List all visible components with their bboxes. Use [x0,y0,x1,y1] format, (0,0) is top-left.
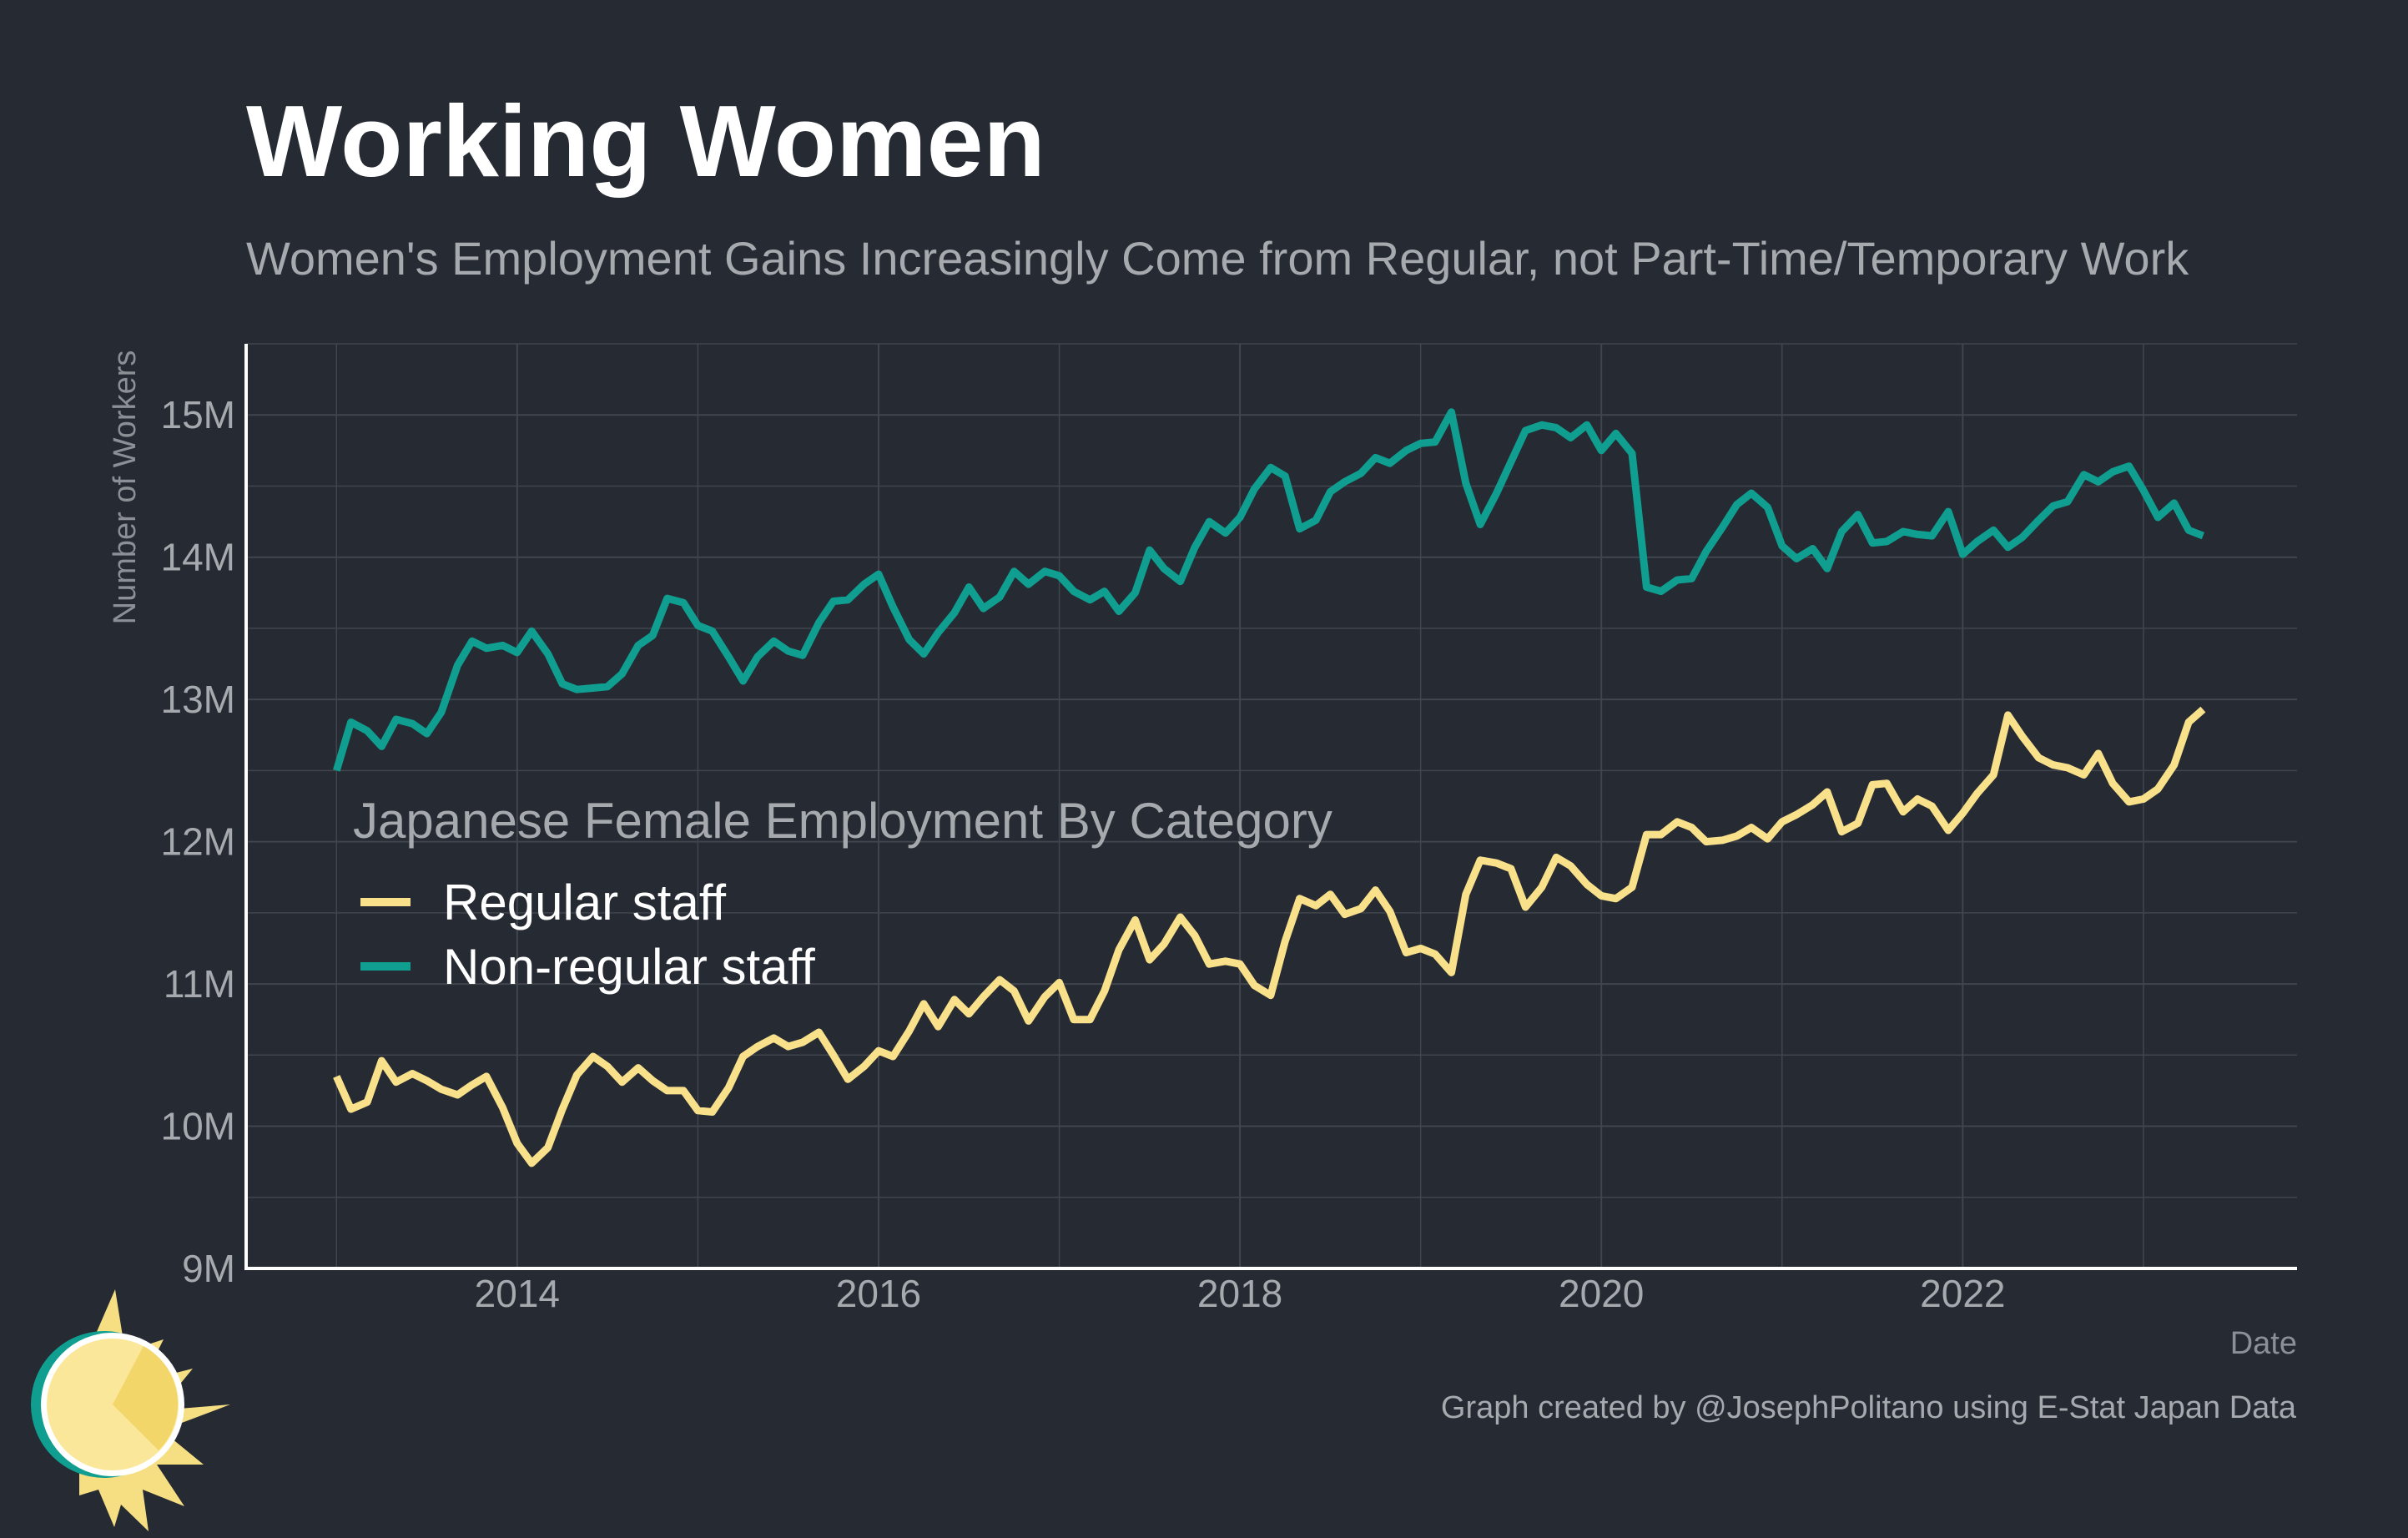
y-axis-ticks: 9M 10M 11M 12M 13M 14M 15M [161,393,235,1290]
series-line-regular-staff [333,706,2206,1167]
series-line-non-regular-staff [332,408,2205,772]
axis-lines [244,344,2297,1270]
y-tick-label: 12M [161,820,235,864]
chart-subtitle: Women's Employment Gains Increasingly Co… [246,232,2189,285]
x-tick-label: 2022 [1920,1272,2005,1315]
x-axis-title: Date [2230,1326,2297,1361]
x-tick-label: 2014 [475,1272,560,1315]
x-tick-label: 2018 [1197,1272,1282,1315]
y-tick-label: 13M [161,678,235,721]
y-tick-label: 14M [161,536,235,579]
legend-title: Japanese Female Employment By Category [353,793,1332,849]
x-tick-label: 2016 [836,1272,921,1315]
y-tick-label: 9M [182,1247,235,1290]
chart-title: Working Women [246,84,1045,198]
legend-label-regular: Regular staff [443,875,726,930]
y-tick-label: 11M [164,962,235,1006]
grid-lines [246,343,2297,1268]
x-tick-label: 2020 [1559,1272,1644,1315]
chart-caption: Graph created by @JosephPolitano using E… [1440,1390,2296,1425]
y-axis-title: Number of Workers [108,350,143,625]
y-tick-label: 15M [161,393,235,436]
sun-logo-icon [31,1289,230,1531]
x-axis-ticks: 2014 2016 2018 2020 2022 [475,1272,2006,1315]
series-lines [332,408,2206,1167]
legend-label-nonregular: Non-regular staff [443,939,815,995]
legend: Japanese Female Employment By Category R… [353,793,1332,995]
y-tick-label: 10M [161,1105,235,1148]
